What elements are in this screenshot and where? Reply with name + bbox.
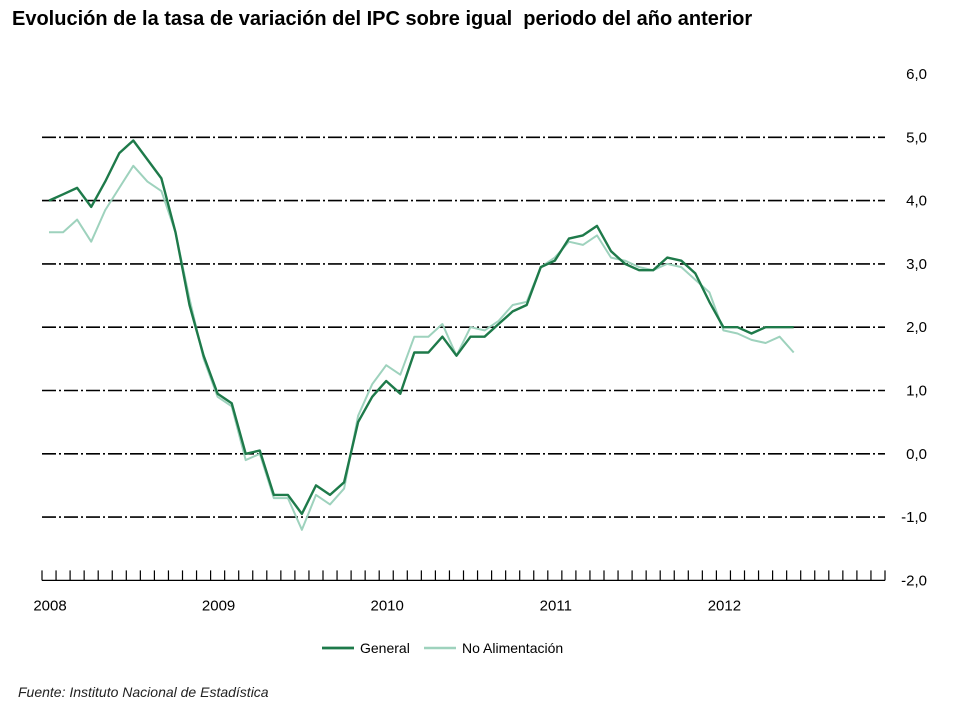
x-tick-label: 2008 [33, 597, 66, 614]
y-tick-label: -1,0 [901, 509, 927, 526]
x-tick-label: 2012 [708, 597, 741, 614]
y-tick-label: 3,0 [906, 256, 927, 273]
series-line-general [48, 139, 794, 516]
series-line-no-alimentacion [49, 164, 795, 531]
legend-general-label: General [360, 640, 410, 656]
source-note: Fuente: Instituto Nacional de Estadístic… [18, 684, 269, 700]
y-tick-label: 4,0 [906, 193, 927, 210]
x-tick-label: 2010 [371, 597, 404, 614]
y-tick-label: -2,0 [901, 572, 927, 589]
y-tick-label: 0,0 [906, 446, 927, 463]
legend-no-alimentacion-label: No Alimentación [462, 640, 563, 656]
line-chart: -2,0 -1,0 0,0 1,0 2,0 3,0 4,0 5,0 6,0 2008 2009 201… [33, 66, 927, 656]
y-tick-label: 1,0 [906, 383, 927, 400]
chart-title: Evolución de la tasa de variación del IP… [12, 8, 753, 30]
x-tick-label: 2011 [540, 597, 572, 614]
y-tick-label: 2,0 [906, 319, 927, 336]
y-tick-label: 5,0 [906, 129, 927, 146]
x-tick-label: 2009 [202, 597, 235, 614]
y-tick-label: 6,0 [906, 66, 927, 83]
